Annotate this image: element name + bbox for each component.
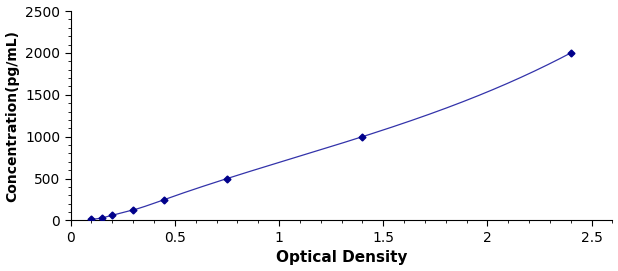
Y-axis label: Concentration(pg/mL): Concentration(pg/mL) — [6, 30, 20, 202]
X-axis label: Optical Density: Optical Density — [276, 250, 407, 265]
